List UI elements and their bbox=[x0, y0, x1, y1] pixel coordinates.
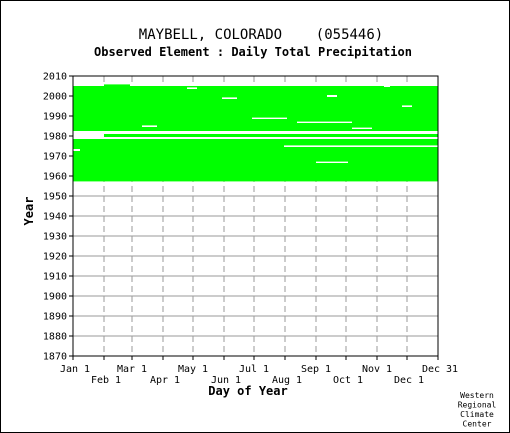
missing-data-gap-12 bbox=[327, 95, 337, 97]
x-tick-label-may-1: May 1 bbox=[178, 364, 208, 375]
missing-data-gap-14 bbox=[384, 86, 390, 87]
missing-data-gap-10 bbox=[187, 87, 197, 89]
missing-data-gap-7 bbox=[252, 117, 287, 119]
x-tick-label-jul-1: Jul 1 bbox=[239, 364, 269, 375]
y-tick-label-1990: 1990 bbox=[43, 112, 67, 123]
missing-data-gap-3 bbox=[284, 145, 438, 147]
credit-line-0: Western bbox=[460, 391, 494, 400]
tick-labels: 1870 1880 1890 1900 1910 1920 1930 1940 1950 1960… bbox=[43, 72, 458, 387]
missing-data-gap-5 bbox=[73, 134, 104, 137]
x-tick-label-jan-1: Jan 1 bbox=[60, 364, 90, 375]
axes bbox=[69, 75, 439, 360]
missing-data-gap-1 bbox=[73, 131, 438, 134]
missing-data-gap-4 bbox=[316, 161, 348, 163]
y-tick-label-1920: 1920 bbox=[43, 252, 67, 263]
missing-data-gap-6 bbox=[142, 125, 157, 127]
y-axis-label: Year bbox=[22, 197, 36, 226]
credit-line-3: Center bbox=[463, 420, 492, 429]
y-tick-label-1960: 1960 bbox=[43, 172, 67, 183]
x-tick-label-dec-1: Dec 1 bbox=[394, 375, 424, 386]
coverage-marks bbox=[73, 84, 438, 182]
chart-title: MAYBELL, COLORADO (055446) bbox=[139, 27, 383, 43]
missing-data-gap-8 bbox=[297, 121, 352, 123]
coverage-band-2 bbox=[73, 86, 438, 131]
y-tick-label-1930: 1930 bbox=[43, 232, 67, 243]
x-tick-label-feb-1: Feb 1 bbox=[91, 375, 121, 386]
y-tick-label-1980: 1980 bbox=[43, 132, 67, 143]
y-tick-label-1950: 1950 bbox=[43, 192, 67, 203]
x-tick-label-oct-1: Oct 1 bbox=[333, 375, 363, 386]
y-tick-label-1900: 1900 bbox=[43, 292, 67, 303]
x-tick-label-sep-1: Sep 1 bbox=[301, 364, 331, 375]
y-tick-label-1880: 1880 bbox=[43, 332, 67, 343]
missing-data-gap-2 bbox=[73, 149, 80, 151]
y-tick-label-1940: 1940 bbox=[43, 212, 67, 223]
y-tick-label-2010: 2010 bbox=[43, 72, 67, 83]
y-tick-label-2000: 2000 bbox=[43, 92, 67, 103]
credit-line-1: Regional bbox=[458, 401, 497, 410]
coverage-band-0 bbox=[73, 139, 438, 182]
credit-line-2: Climate bbox=[460, 410, 494, 419]
missing-data-gap-13 bbox=[402, 105, 412, 107]
x-tick-label-nov-1: Nov 1 bbox=[362, 364, 392, 375]
y-tick-label-1970: 1970 bbox=[43, 152, 67, 163]
x-tick-label-apr-1: Apr 1 bbox=[150, 375, 180, 386]
missing-data-gap-0 bbox=[73, 137, 438, 139]
chart-subtitle: Observed Element : Daily Total Precipita… bbox=[94, 45, 412, 59]
coverage-band-3 bbox=[104, 84, 130, 86]
x-tick-label-jun-1: Jun 1 bbox=[211, 375, 241, 386]
x-tick-label-mar-1: Mar 1 bbox=[117, 364, 147, 375]
coverage-band-1 bbox=[73, 134, 438, 137]
x-axis-label: Day of Year bbox=[208, 384, 287, 398]
x-tick-label-aug-1: Aug 1 bbox=[272, 375, 302, 386]
missing-data-gap-11 bbox=[222, 97, 237, 99]
x-tick-label-dec-31: Dec 31 bbox=[422, 364, 458, 375]
missing-data-gap-9 bbox=[352, 127, 372, 129]
y-tick-label-1890: 1890 bbox=[43, 312, 67, 323]
y-tick-label-1870: 1870 bbox=[43, 352, 67, 363]
y-tick-label-1910: 1910 bbox=[43, 272, 67, 283]
